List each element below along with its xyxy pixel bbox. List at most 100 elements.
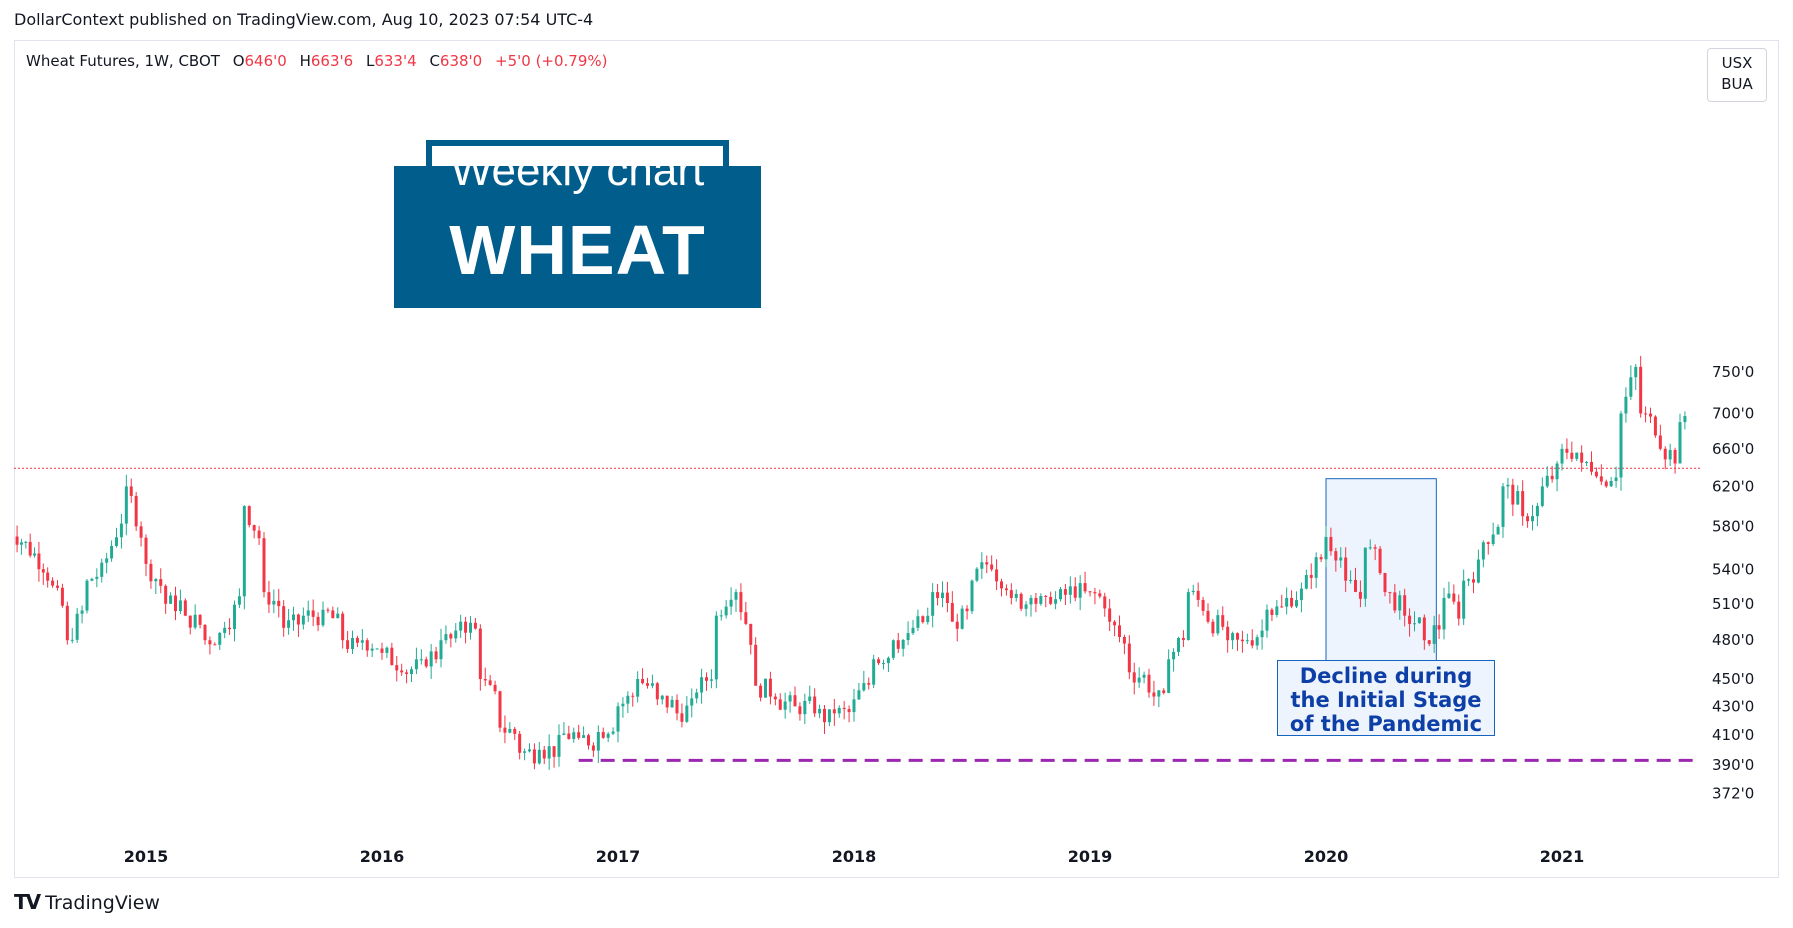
- candle[interactable]: [631, 692, 635, 707]
- candle[interactable]: [41, 563, 45, 585]
- candle[interactable]: [351, 630, 354, 655]
- candle[interactable]: [154, 577, 158, 594]
- candle[interactable]: [1599, 464, 1603, 486]
- candle[interactable]: [1196, 582, 1200, 607]
- candle[interactable]: [311, 599, 315, 627]
- candle[interactable]: [803, 693, 807, 725]
- candle[interactable]: [808, 685, 812, 704]
- candle[interactable]: [950, 591, 954, 622]
- candle[interactable]: [1177, 636, 1180, 656]
- candle[interactable]: [292, 606, 295, 631]
- candle[interactable]: [818, 704, 822, 719]
- candle[interactable]: [51, 577, 55, 588]
- candle[interactable]: [577, 724, 581, 740]
- candle[interactable]: [1649, 407, 1652, 424]
- candle[interactable]: [827, 709, 831, 727]
- candle[interactable]: [75, 607, 79, 643]
- candle[interactable]: [591, 742, 595, 758]
- candle[interactable]: [1501, 482, 1505, 538]
- candle[interactable]: [331, 606, 335, 619]
- candle[interactable]: [813, 688, 817, 718]
- candle[interactable]: [714, 611, 718, 689]
- candle[interactable]: [365, 638, 369, 657]
- candle[interactable]: [326, 607, 330, 613]
- candle[interactable]: [370, 643, 374, 658]
- candle[interactable]: [139, 521, 143, 547]
- candle[interactable]: [764, 678, 767, 698]
- candle[interactable]: [218, 631, 222, 650]
- candle[interactable]: [1093, 587, 1097, 605]
- candle[interactable]: [100, 558, 104, 583]
- candle[interactable]: [33, 547, 37, 558]
- candle[interactable]: [1314, 552, 1318, 589]
- candle[interactable]: [19, 538, 23, 555]
- candle[interactable]: [1663, 446, 1667, 470]
- candle[interactable]: [1275, 599, 1279, 618]
- candle[interactable]: [1383, 572, 1387, 597]
- currency-unit-button[interactable]: USX BUA: [1707, 48, 1767, 102]
- candle[interactable]: [1014, 589, 1018, 602]
- candle[interactable]: [233, 600, 236, 642]
- candle[interactable]: [85, 578, 89, 614]
- candle[interactable]: [1368, 539, 1372, 550]
- candle[interactable]: [1481, 540, 1485, 568]
- candle[interactable]: [1354, 567, 1357, 593]
- candle[interactable]: [1240, 630, 1244, 653]
- candle[interactable]: [1560, 443, 1564, 471]
- candle[interactable]: [282, 600, 286, 637]
- candle[interactable]: [503, 715, 507, 744]
- candle[interactable]: [778, 693, 782, 711]
- candle[interactable]: [301, 607, 305, 630]
- candle[interactable]: [1619, 410, 1623, 491]
- candle[interactable]: [1432, 615, 1436, 653]
- candle[interactable]: [1673, 447, 1677, 474]
- candle[interactable]: [1545, 466, 1549, 489]
- candle[interactable]: [1349, 570, 1353, 584]
- candle[interactable]: [729, 587, 733, 615]
- candle[interactable]: [1462, 569, 1466, 625]
- candle[interactable]: [316, 612, 320, 632]
- candle[interactable]: [1378, 546, 1382, 575]
- candle[interactable]: [1526, 513, 1530, 528]
- candle[interactable]: [1083, 571, 1087, 594]
- candle[interactable]: [429, 644, 433, 679]
- candle[interactable]: [1265, 604, 1269, 638]
- candle[interactable]: [424, 656, 428, 669]
- candle[interactable]: [360, 629, 364, 651]
- candle[interactable]: [1147, 668, 1151, 698]
- candle[interactable]: [464, 616, 468, 644]
- candle[interactable]: [1299, 582, 1303, 613]
- candle[interactable]: [724, 599, 728, 619]
- candle[interactable]: [1039, 593, 1043, 606]
- highlight-box[interactable]: [1325, 478, 1437, 671]
- candle[interactable]: [1309, 563, 1313, 590]
- candle[interactable]: [24, 540, 28, 549]
- candle[interactable]: [896, 632, 900, 654]
- candle[interactable]: [523, 748, 527, 761]
- candle[interactable]: [872, 654, 876, 688]
- candle[interactable]: [857, 682, 861, 700]
- candle[interactable]: [247, 505, 251, 528]
- candle[interactable]: [257, 525, 261, 546]
- candle[interactable]: [783, 692, 787, 719]
- candle[interactable]: [65, 601, 69, 645]
- candle[interactable]: [911, 619, 915, 635]
- candle[interactable]: [110, 540, 114, 562]
- candle[interactable]: [567, 725, 571, 740]
- candle[interactable]: [380, 642, 384, 660]
- candle[interactable]: [129, 478, 133, 503]
- candle[interactable]: [15, 525, 19, 553]
- candle[interactable]: [670, 695, 674, 708]
- candle[interactable]: [1029, 595, 1033, 617]
- candle[interactable]: [960, 605, 964, 630]
- candle[interactable]: [916, 609, 920, 631]
- candle[interactable]: [601, 727, 605, 739]
- candle[interactable]: [277, 588, 281, 618]
- candle[interactable]: [1068, 576, 1072, 604]
- candle[interactable]: [1570, 441, 1574, 462]
- candle[interactable]: [886, 656, 890, 672]
- candle[interactable]: [528, 743, 531, 753]
- candle[interactable]: [272, 589, 276, 614]
- candle[interactable]: [537, 742, 541, 765]
- candle[interactable]: [1624, 387, 1628, 423]
